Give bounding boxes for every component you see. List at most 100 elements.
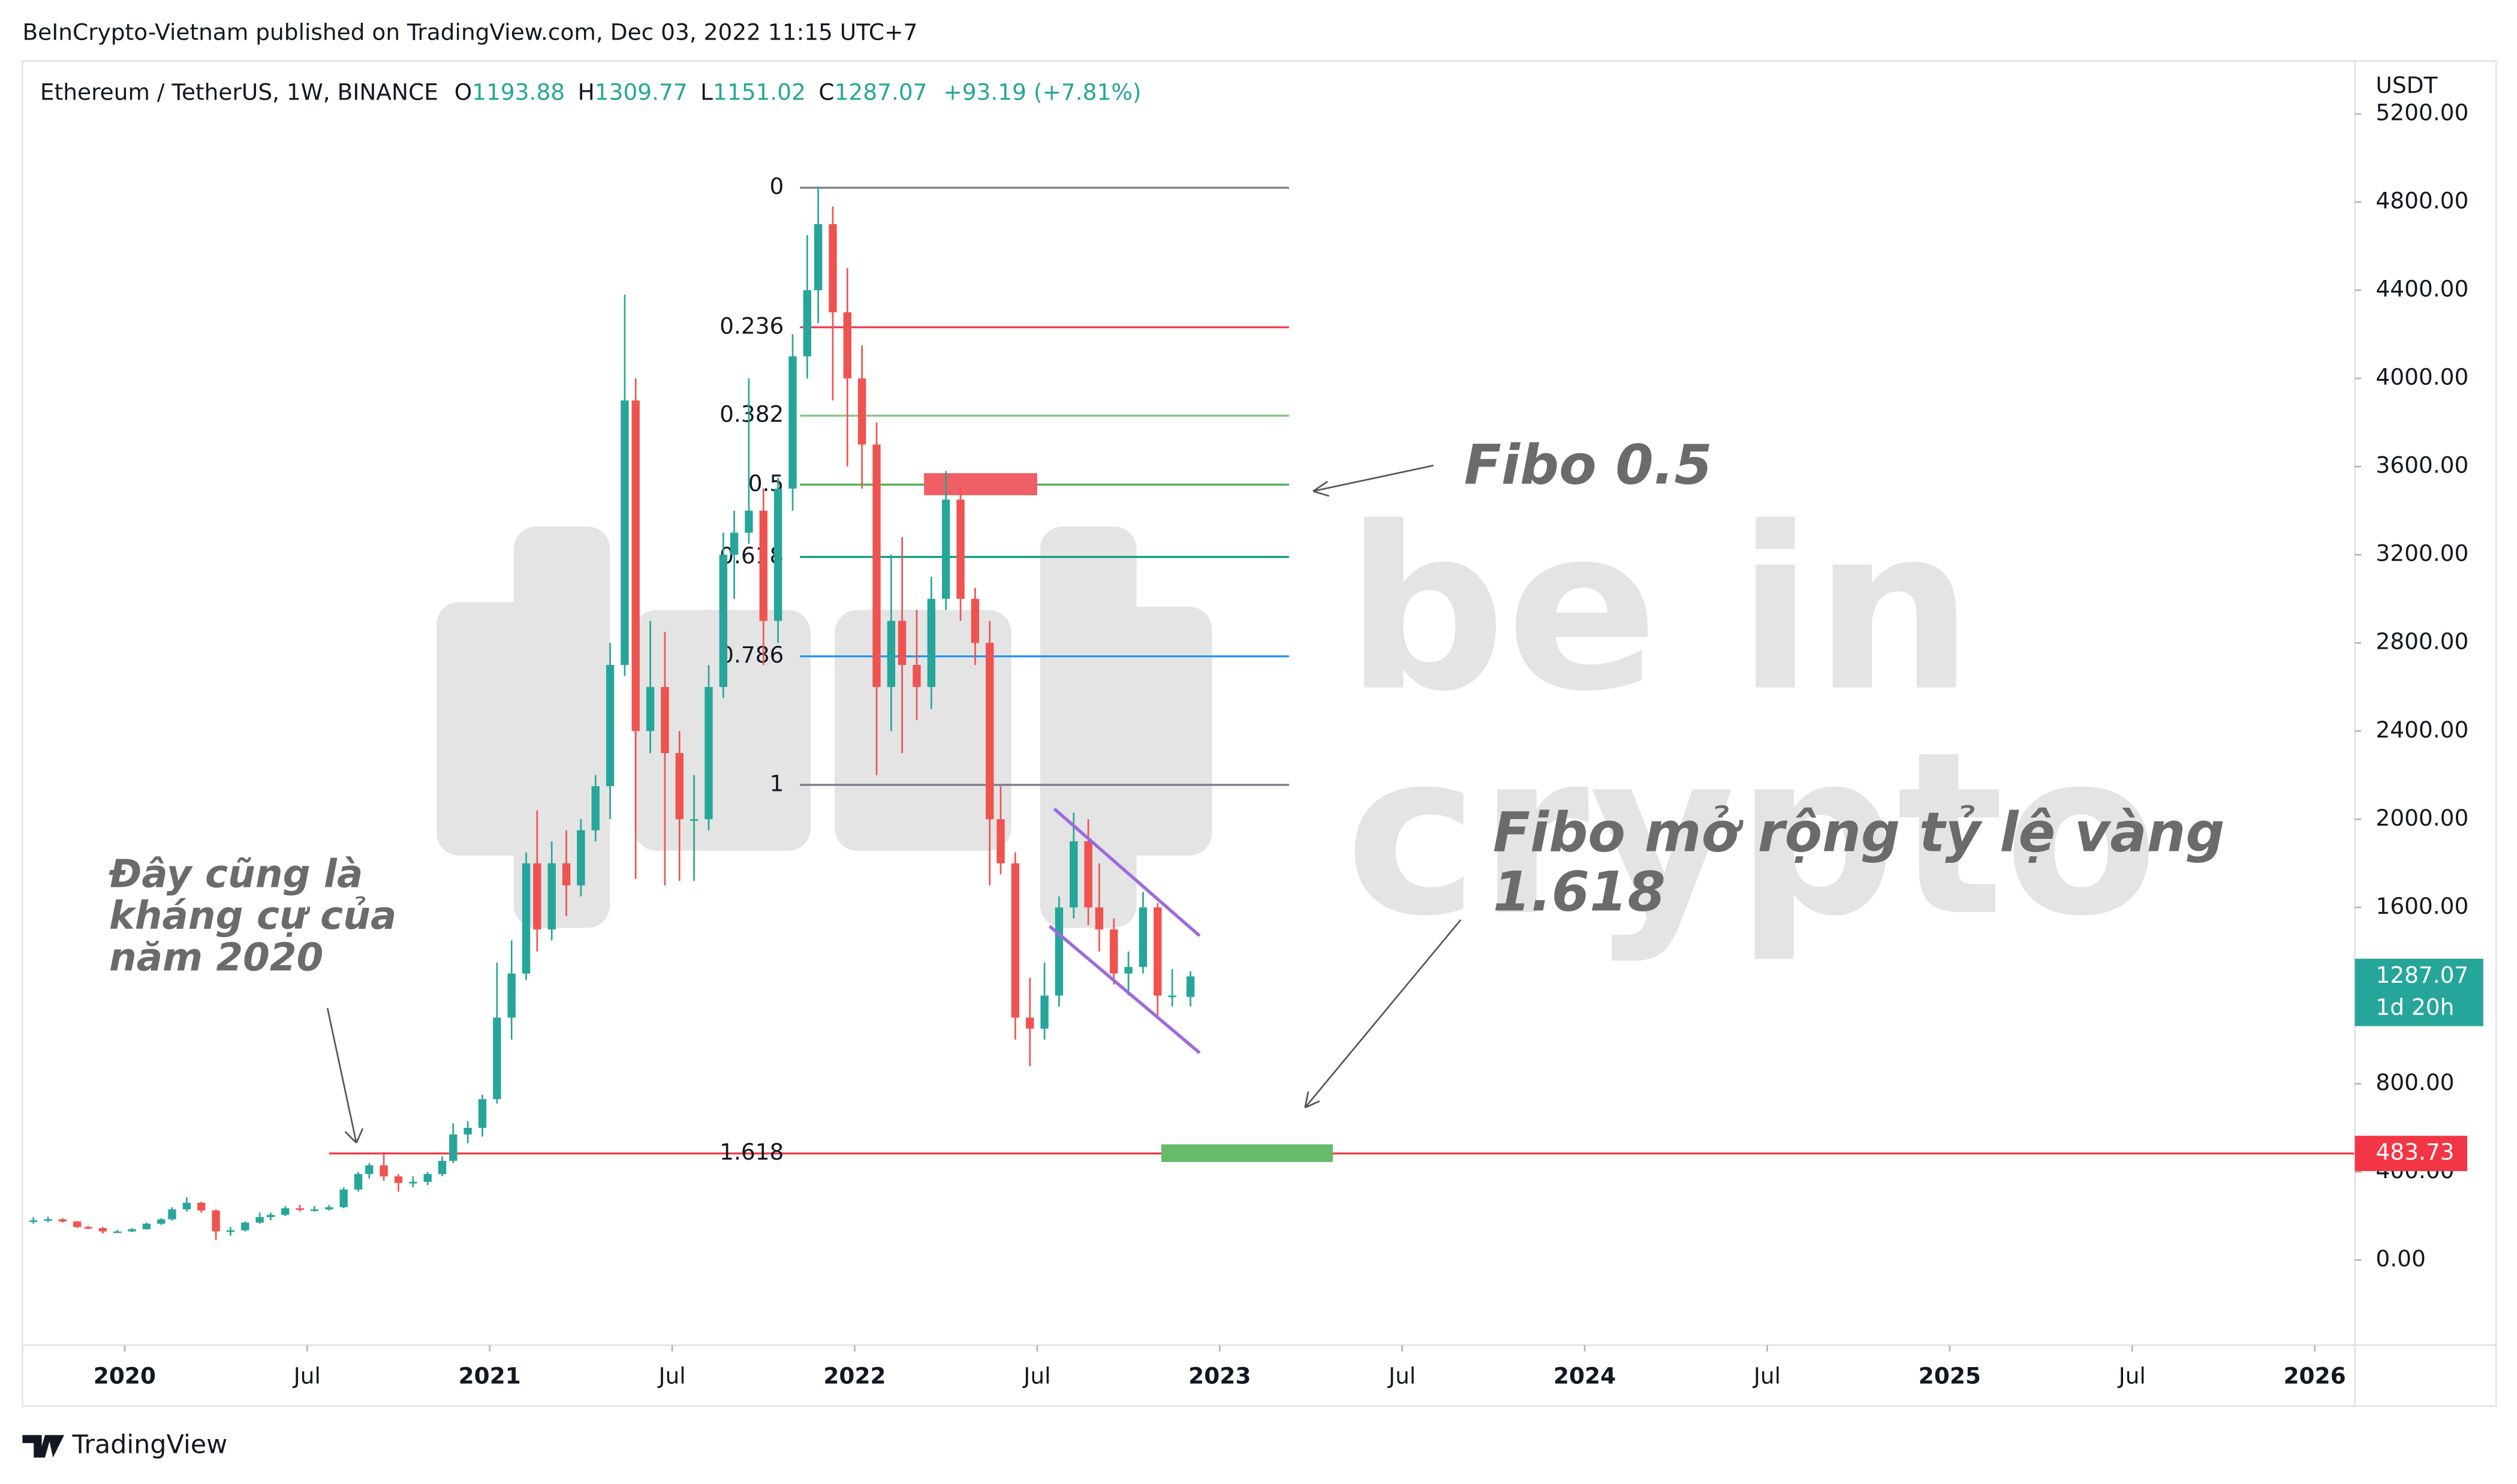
candle-body [507, 973, 516, 1018]
fib-label: 0.786 [719, 642, 784, 668]
fib-label: 1 [770, 770, 784, 796]
candle-body [29, 1220, 38, 1223]
candle-body [310, 1209, 319, 1211]
annotation: Đây cũng là [109, 851, 363, 896]
candle-body [409, 1182, 417, 1184]
y-tick-label: 3200.00 [2376, 540, 2468, 567]
candle-body [773, 488, 782, 621]
candle-body [142, 1223, 151, 1230]
candle-body [522, 863, 531, 974]
x-tick-label: Jul [1753, 1362, 1781, 1389]
ohlc-value: 1193.88 [472, 79, 565, 105]
candle-body [266, 1215, 275, 1217]
candle-body [1040, 995, 1049, 1029]
candle-body [591, 786, 600, 830]
candle-body [128, 1229, 136, 1232]
logo-mark [22, 1435, 65, 1458]
candle-body [463, 1127, 472, 1134]
candle-body [1011, 863, 1020, 1018]
candle-body [478, 1099, 487, 1128]
candle-body [1055, 907, 1064, 996]
candle-body [621, 400, 629, 665]
candle-body [73, 1221, 82, 1227]
channel-line [1048, 925, 1201, 1055]
candle-body [423, 1174, 432, 1182]
candle-body [971, 598, 980, 643]
fib-label: 1.618 [719, 1139, 784, 1165]
arrow [1312, 465, 1434, 497]
candle-body [719, 555, 728, 687]
candle-body [394, 1176, 403, 1183]
x-tick-label: 2026 [2283, 1362, 2346, 1389]
candle-body [98, 1228, 107, 1232]
candle-body [157, 1219, 165, 1224]
publish-header: BeInCrypto-Vietnam published on TradingV… [22, 19, 917, 46]
candle-body [986, 643, 994, 820]
candle-body [58, 1219, 67, 1222]
candle-body [606, 664, 615, 787]
candle-body [84, 1227, 92, 1229]
x-tick-label: 2024 [1553, 1362, 1616, 1389]
candle-body [803, 290, 812, 357]
candle-body [745, 510, 753, 533]
y-tick-label: 4800.00 [2376, 188, 2468, 214]
x-tick-label: 2023 [1188, 1362, 1251, 1389]
candle-body [887, 621, 896, 687]
x-tick-label: Jul [1387, 1362, 1416, 1389]
zone [924, 473, 1037, 495]
legend: Ethereum / TetherUS, 1W, BINANCE O1193.88… [40, 79, 1142, 105]
candle-body [493, 1018, 501, 1100]
candle-body [182, 1202, 191, 1209]
candle-body [927, 598, 936, 687]
y-tick-label: 1600.00 [2376, 893, 2468, 919]
y-tick-label: 4400.00 [2376, 276, 2468, 302]
y-tick-label: 800.00 [2376, 1069, 2454, 1095]
candle-body [438, 1161, 447, 1175]
candle-body [942, 499, 950, 599]
candle-body [168, 1209, 176, 1220]
ohlc-label: C [818, 79, 834, 105]
candle-body [913, 664, 921, 687]
candle-body [1154, 907, 1162, 996]
legend-text: Ethereum / TetherUS, 1W, BINANCE O1193.88… [40, 79, 1142, 105]
logo-block [835, 610, 1011, 851]
change: +93.19 (+7.81%) [943, 79, 1141, 105]
y-tick-label: 0.00 [2376, 1245, 2425, 1272]
ohlc-value: 1309.77 [595, 79, 688, 105]
candle-body [646, 687, 655, 732]
ohlc-label: H [578, 79, 595, 105]
candle-body [661, 687, 669, 754]
candle-body [1110, 929, 1118, 974]
arrows [326, 465, 1462, 1144]
candle-body [533, 863, 541, 930]
candle-body [730, 532, 739, 555]
candle-body [354, 1174, 363, 1190]
candle-body [547, 863, 556, 930]
candle-body [1139, 907, 1148, 967]
y-tick-label: 2000.00 [2376, 805, 2468, 831]
candle-body [872, 444, 881, 687]
candle-body [759, 510, 768, 621]
candle-body [339, 1189, 348, 1208]
candle-body [325, 1207, 333, 1209]
candle-body [1070, 841, 1078, 908]
ohlc-label: O [454, 79, 472, 105]
candle-body [281, 1208, 290, 1215]
candle-body [449, 1134, 457, 1161]
candle-body [44, 1219, 52, 1221]
candle-body [255, 1217, 264, 1223]
level-price-box [2355, 1136, 2468, 1172]
candle-body [1168, 995, 1176, 998]
y-tick-label: 4000.00 [2376, 364, 2468, 390]
x-tick-label: Jul [293, 1362, 321, 1389]
ohlc-label: L [700, 79, 713, 105]
y-tick-label: 2400.00 [2376, 717, 2468, 743]
x-tick-label: Jul [2118, 1362, 2146, 1389]
zone [1161, 1144, 1333, 1162]
fib-label: 0 [770, 173, 784, 200]
candle-body [562, 863, 571, 886]
countdown: 1d 20h [2376, 994, 2454, 1020]
x-tick-label: 2025 [1919, 1362, 1981, 1389]
candle-body [829, 224, 837, 312]
